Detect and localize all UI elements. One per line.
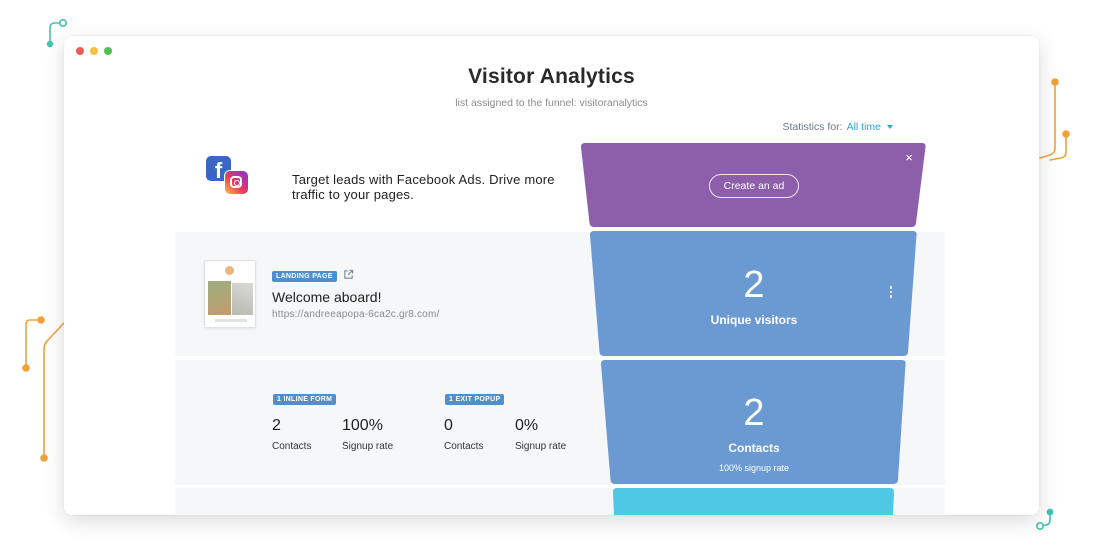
page-title: Visitor Analytics	[468, 65, 635, 88]
unique-visitors-value: 2	[743, 264, 765, 306]
statistics-label: Statistics for:	[782, 121, 843, 133]
inline-rate-label: Signup rate	[342, 441, 394, 452]
instagram-icon	[224, 170, 249, 195]
create-ad-button[interactable]: Create an ad	[709, 174, 799, 198]
window-controls	[76, 47, 112, 55]
landing-page-thumbnail[interactable]	[204, 260, 256, 328]
more-options-icon[interactable]	[887, 284, 895, 300]
time-range-dropdown[interactable]: All time	[847, 121, 893, 133]
facebook-ads-promo: f Target leads with Facebook Ads. Drive …	[175, 141, 585, 229]
inline-form-badge: 1 INLINE FORM	[273, 394, 337, 405]
inline-rate-value: 100%	[342, 417, 383, 434]
contacts-funnel-stage	[601, 360, 906, 484]
minimize-window-button[interactable]	[90, 47, 98, 55]
close-window-button[interactable]	[76, 47, 84, 55]
close-promo-button[interactable]: ×	[905, 150, 913, 165]
exit-rate-label: Signup rate	[515, 441, 567, 452]
exit-popup-badge: 1 EXIT POPUP	[445, 394, 505, 405]
contacts-signup-rate: 100% signup rate	[718, 463, 790, 473]
inline-contacts-value: 2	[272, 417, 281, 434]
maximize-window-button[interactable]	[104, 47, 112, 55]
contacts-label: Contacts	[728, 441, 780, 455]
exit-rate-value: 0%	[515, 417, 539, 434]
landing-page-url[interactable]: https://andreeapopa-6ca2c.gr8.com/	[272, 309, 440, 320]
landing-page-badge: LANDING PAGE	[272, 271, 337, 282]
page-subtitle: list assigned to the funnel: visitoranal…	[455, 97, 648, 109]
unique-visitors-label: Unique visitors	[710, 313, 798, 327]
app-window: Visitor Analytics list assigned to the f…	[64, 36, 1039, 515]
contacts-value: 2	[743, 392, 765, 434]
promo-text: Target leads with Facebook Ads. Drive mo…	[292, 172, 555, 202]
visitors-funnel-stage	[590, 231, 917, 356]
external-link-icon[interactable]	[343, 269, 354, 280]
chevron-down-icon	[887, 125, 893, 129]
statistics-filter: Statistics for: All time	[782, 121, 893, 133]
next-funnel-stage	[613, 488, 894, 515]
inline-contacts-label: Contacts	[272, 441, 312, 452]
funnel-chart	[581, 143, 926, 515]
exit-contacts-value: 0	[444, 417, 453, 434]
time-range-value: All time	[846, 121, 881, 133]
landing-page-title: Welcome aboard!	[272, 289, 382, 305]
promo-funnel-stage	[581, 143, 926, 227]
exit-contacts-label: Contacts	[444, 441, 484, 452]
